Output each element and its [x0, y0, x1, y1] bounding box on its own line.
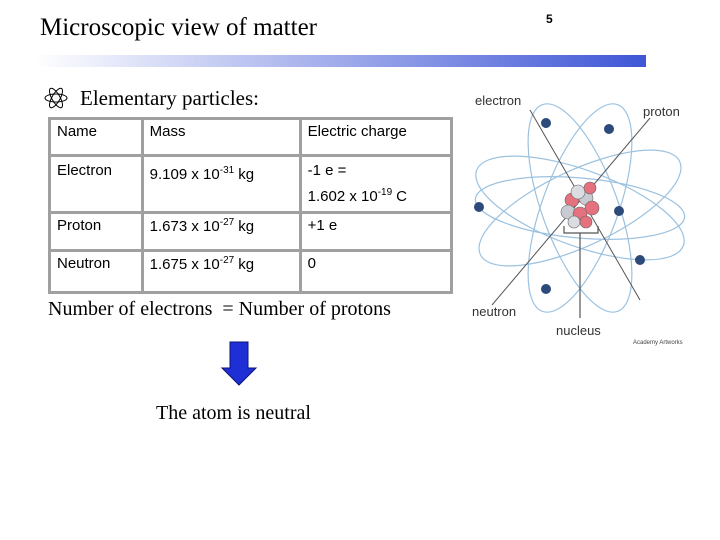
- unit: kg: [238, 218, 255, 235]
- electrons: [474, 118, 645, 294]
- label-nucleus: nucleus: [556, 323, 601, 338]
- unit: kg: [238, 256, 255, 273]
- header-cell: Mass: [140, 117, 302, 157]
- down-arrow: [220, 341, 258, 386]
- exponent: -31: [219, 165, 235, 176]
- row: Electron 9.109 x 10-31 kg -1 e = 1.602 x 1…: [48, 154, 454, 214]
- exponent: -19: [377, 187, 393, 198]
- slide-number: 5: [546, 12, 553, 26]
- mass: 1.675 x 10: [149, 256, 220, 273]
- credit: Academy Artworks: [633, 340, 683, 346]
- label-neutron: neutron: [472, 304, 516, 319]
- mass: 9.109 x 10: [149, 166, 220, 183]
- header-cell: Name: [48, 117, 144, 157]
- bullet-icon: [44, 87, 68, 109]
- atom-diagram: [474, 103, 686, 318]
- nucleus: [560, 181, 600, 229]
- cell: Electron: [48, 154, 144, 214]
- cell: -1 e = 1.602 x 10-19 C: [298, 154, 454, 214]
- header-row: Name Mass Electric charge: [48, 117, 454, 157]
- cell: 0: [298, 249, 454, 294]
- label-proton: proton: [643, 104, 680, 119]
- unit: C: [396, 188, 407, 205]
- label-electron: electron: [475, 93, 521, 108]
- exponent: -27: [219, 255, 235, 266]
- charge: -1 e =: [307, 162, 347, 179]
- title-bar: [35, 55, 646, 67]
- statement: Number of electrons = Number of protons: [48, 298, 391, 320]
- slide-title: Microscopic view of matter: [40, 14, 317, 41]
- cell: Neutron: [48, 249, 144, 294]
- header-cell: Electric charge: [298, 117, 454, 157]
- bullet-text: Elementary particles:: [80, 86, 260, 110]
- cell: Proton: [48, 211, 144, 252]
- cell: +1 e: [298, 211, 454, 252]
- mass: 1.673 x 10: [149, 218, 220, 235]
- particle-table: Name Mass Electric charge Electron 9.109…: [48, 117, 454, 294]
- charge: 1.602 x 10: [307, 188, 378, 205]
- row: Neutron 1.675 x 10-27 kg 0: [48, 249, 454, 294]
- exponent: -27: [219, 217, 235, 228]
- cell: 1.673 x 10-27 kg: [140, 211, 302, 252]
- conclusion: The atom is neutral: [156, 402, 311, 424]
- unit: kg: [238, 166, 255, 183]
- row: Proton 1.673 x 10-27 kg +1 e: [48, 211, 454, 252]
- cell: 1.675 x 10-27 kg: [140, 249, 302, 294]
- cell: 9.109 x 10-31 kg: [140, 154, 302, 214]
